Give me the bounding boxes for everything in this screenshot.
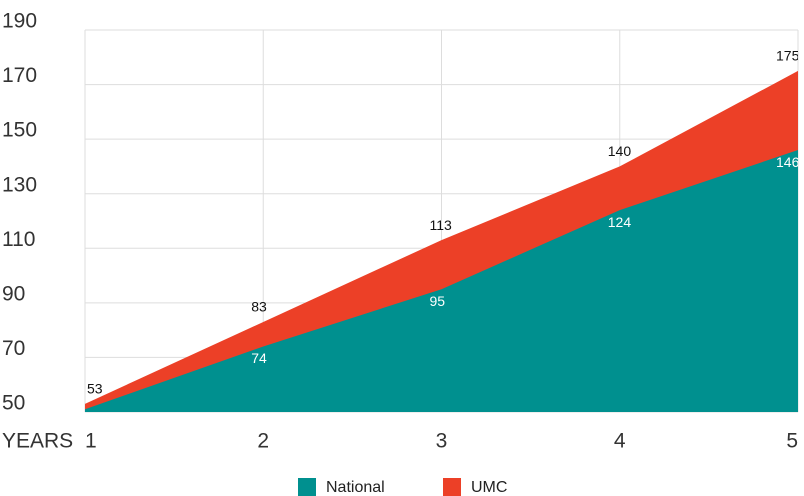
y-tick-label: 150 [2, 119, 37, 142]
value-label: 95 [430, 293, 446, 309]
value-label: 83 [251, 299, 267, 315]
value-label: 140 [608, 143, 632, 159]
x-tick-label: 4 [614, 430, 626, 453]
y-tick-label: 50 [2, 392, 25, 415]
y-tick-label: 90 [2, 282, 25, 305]
value-labels: 51 74 95 124 146 53 83 113 140 175 [87, 48, 800, 429]
area [85, 150, 798, 413]
x-axis-label: YEARS [2, 430, 73, 453]
value-label: 51 [87, 413, 103, 429]
x-tick-label: 2 [257, 430, 269, 453]
x-tick-label: 3 [436, 430, 448, 453]
value-label: 74 [251, 350, 267, 366]
y-tick-label: 190 [2, 10, 37, 33]
y-tick-label: 170 [2, 64, 37, 87]
legend-swatch [298, 478, 316, 496]
value-label: 113 [430, 217, 453, 233]
value-label: 53 [87, 381, 103, 397]
y-tick-label: 130 [2, 173, 37, 196]
y-tick-label: 70 [2, 337, 25, 360]
legend-label: National [326, 479, 385, 496]
y-tick-label: 110 [2, 228, 35, 251]
legend-label: UMC [471, 479, 507, 496]
value-label: 146 [776, 154, 800, 170]
x-tick-label: 1 [85, 430, 97, 453]
x-tick-label: 5 [786, 430, 798, 453]
value-label: 124 [608, 214, 632, 230]
legend-swatch [443, 478, 461, 496]
value-label: 175 [776, 48, 800, 64]
